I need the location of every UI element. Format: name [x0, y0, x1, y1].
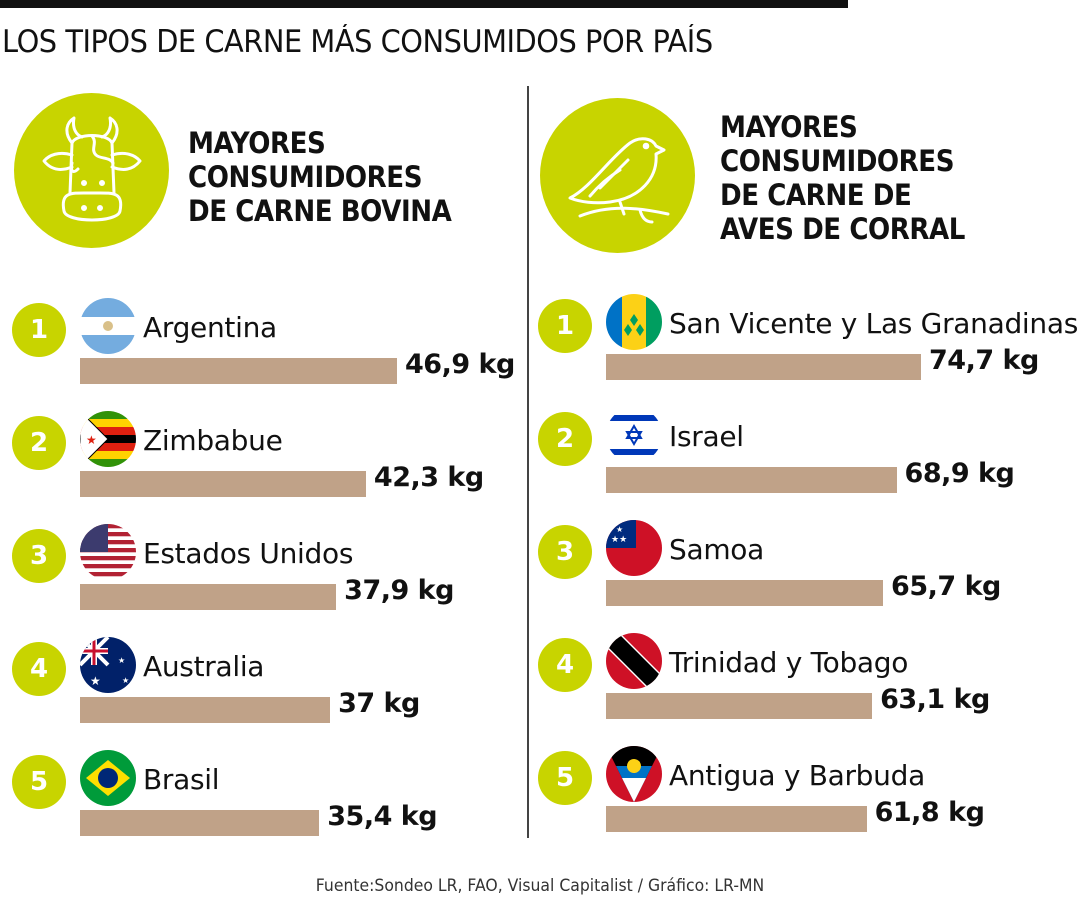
rank-badge: 5: [538, 751, 592, 805]
value-bar: [80, 358, 397, 384]
israel-flag-icon: [606, 407, 662, 463]
beef-panel-title: MAYORES CONSUMIDORES DE CARNE BOVINA: [188, 126, 452, 228]
rank-badge: 5: [12, 755, 66, 809]
top-rule: [0, 0, 848, 8]
svg-text:★: ★: [86, 433, 97, 447]
rank-badge: 2: [12, 416, 66, 470]
value-bar: [80, 810, 320, 836]
cow-icon: [14, 93, 169, 248]
country-label: Estados Unidos: [143, 537, 354, 570]
bird-icon: [540, 98, 695, 253]
brazil-flag-icon: [80, 750, 136, 806]
usa-flag-icon: [80, 524, 136, 580]
value-label: 35,4 kg: [327, 801, 438, 832]
svg-text:★: ★: [122, 676, 129, 685]
value-label: 63,1 kg: [880, 684, 990, 715]
country-label: Samoa: [669, 533, 764, 566]
svg-text:★: ★: [616, 525, 623, 534]
country-label: Zimbabue: [143, 424, 283, 457]
value-bar: [80, 584, 337, 610]
country-label: Argentina: [143, 311, 277, 344]
antigua-flag-icon: [606, 746, 662, 802]
country-label: San Vicente y Las Granadinas: [669, 307, 1079, 340]
value-label: 46,9 kg: [405, 349, 515, 380]
value-label: 61,8 kg: [874, 797, 985, 828]
page-title: LOS TIPOS DE CARNE MÁS CONSUMIDOS POR PA…: [2, 24, 713, 60]
value-bar: [606, 806, 867, 832]
value-bar: [606, 354, 921, 380]
column-divider: [527, 86, 529, 838]
value-label: 37 kg: [338, 688, 420, 719]
source-footer: Fuente:Sondeo LR, FAO, Visual Capitalist…: [315, 876, 765, 896]
country-label: Antigua y Barbuda: [669, 759, 925, 792]
argentina-flag-icon: [80, 298, 136, 354]
samoa-flag-icon: ★★★: [606, 520, 662, 576]
svg-text:★★: ★★: [611, 535, 627, 545]
value-label: 74,7 kg: [929, 345, 1039, 376]
rank-badge: 2: [538, 412, 592, 466]
rank-badge: 4: [12, 642, 66, 696]
poultry-panel-title: MAYORES CONSUMIDORES DE CARNE DE AVES DE…: [720, 110, 965, 246]
rank-badge: 4: [538, 638, 592, 692]
rank-badge: 1: [12, 303, 66, 357]
value-label: 37,9 kg: [344, 575, 454, 606]
country-label: Brasil: [143, 763, 220, 796]
svg-text:★: ★: [118, 656, 125, 665]
value-bar: [606, 467, 897, 493]
trinidad-flag-icon: [606, 633, 662, 689]
country-label: Australia: [143, 650, 265, 683]
saint-vincent-flag-icon: [606, 294, 662, 350]
svg-text:★: ★: [90, 674, 101, 688]
rank-badge: 3: [12, 529, 66, 583]
value-bar: [80, 471, 366, 497]
value-bar: [80, 697, 331, 723]
value-bar: [606, 693, 873, 719]
australia-flag-icon: ★ ★ ★: [80, 637, 136, 693]
rank-badge: 1: [538, 299, 592, 353]
value-label: 68,9 kg: [904, 458, 1015, 489]
value-bar: [606, 580, 884, 606]
country-label: Trinidad y Tobago: [669, 646, 909, 679]
zimbabwe-flag-icon: ★: [80, 411, 136, 467]
value-label: 42,3 kg: [373, 462, 484, 493]
rank-badge: 3: [538, 525, 592, 579]
country-label: Israel: [669, 420, 744, 453]
value-label: 65,7 kg: [891, 571, 1001, 602]
